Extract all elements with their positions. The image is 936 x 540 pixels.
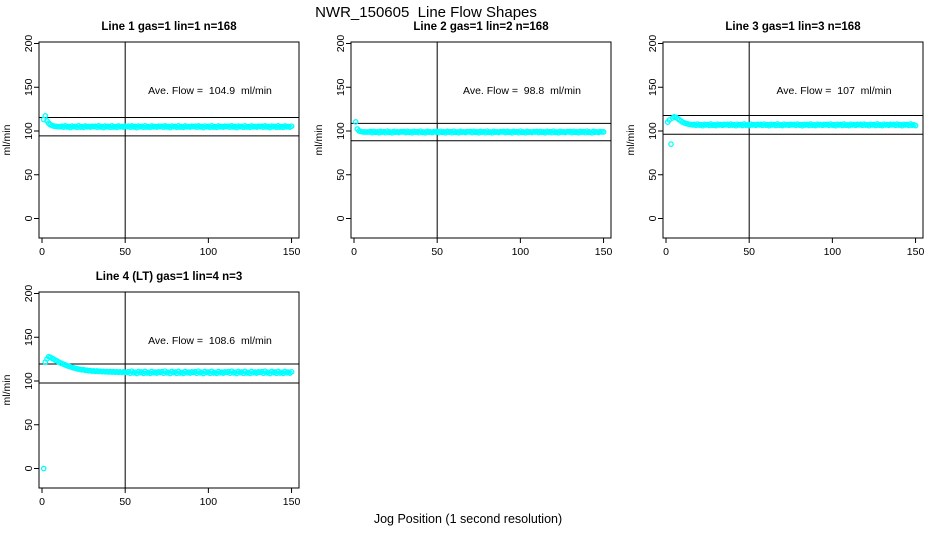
plot-box [350,41,612,239]
x-tick-label: 0 [351,246,357,258]
subplot-1-scatter-plot: 0 50 100 150 200 0 50 100 150 [23,35,301,258]
x-tick-label: 100 [512,246,530,258]
data-point [600,129,607,135]
y-tick-label: 200 [23,285,35,303]
x-tick-label: 50 [431,246,443,258]
y-tick-label: 0 [647,215,659,221]
y-tick-label: 50 [23,419,35,431]
subplot-4-title: Line 4 (LT) gas=1 lin=4 n=3 [95,271,243,283]
y-tick-label: 50 [647,169,659,181]
subplot-line-2: Line 2 gas=1 lin=2 n=168 Ave. Flow = 98.… [312,15,624,265]
data-point [42,113,49,119]
data-point [668,141,674,147]
plot-box [38,41,300,239]
y-tick-label: 200 [647,35,659,53]
y-tick-label: 200 [335,35,347,53]
subplot-line-4: Line 4 (LT) gas=1 lin=4 n=3 Ave. Flow = … [0,265,312,515]
subplot-3-scatter-plot: 0 50 100 150 200 0 50 100 150 [647,35,925,258]
x-tick-label: 150 [283,496,301,508]
x-tick-label: 0 [39,246,45,258]
data-point [352,119,359,125]
x-tick-label: 0 [663,246,669,258]
x-tick-label: 100 [824,246,842,258]
subplot-3-title: Line 3 gas=1 lin=3 n=168 [725,21,861,33]
data-point [288,368,295,375]
y-tick-label: 200 [23,35,35,53]
x-tick-label: 50 [119,246,131,258]
x-tick-label: 100 [200,496,218,508]
y-tick-label: 150 [23,78,35,96]
subplot-line-1: Line 1 gas=1 lin=1 n=168 Ave. Flow = 104… [0,15,312,265]
x-tick-label: 50 [119,496,131,508]
x-tick-label: 0 [39,496,45,508]
plot-box [38,291,300,489]
figure-title: NWR_150605 Line Flow Shapes [315,4,537,21]
subplot-2-title: Line 2 gas=1 lin=2 n=168 [413,21,549,33]
y-tick-label: 50 [23,169,35,181]
x-tick-label: 100 [200,246,218,258]
subplot-2-scatter-plot: 0 50 100 150 200 0 50 100 150 [335,35,613,258]
y-tick-label: 150 [335,78,347,96]
subplot-2-ave-flow-annotation: Ave. Flow = 98.8 ml/min [463,85,581,97]
plot-box [662,41,924,239]
y-tick-label: 0 [23,465,35,471]
y-tick-label: 100 [23,122,35,140]
y-tick-label: 100 [647,122,659,140]
subplot-4-ave-flow-annotation: Ave. Flow = 108.6 ml/min [148,335,272,347]
y-tick-label: 150 [647,78,659,96]
x-tick-label: 150 [907,246,925,258]
y-tick-label: 100 [23,372,35,390]
y-tick-label: 0 [335,215,347,221]
subplot-line-3: Line 3 gas=1 lin=3 n=168 Ave. Flow = 107… [624,15,936,265]
shared-x-axis-label: Jog Position (1 second resolution) [373,512,563,526]
x-tick-label: 150 [283,246,301,258]
y-tick-label: 50 [335,169,347,181]
x-tick-label: 50 [743,246,755,258]
subplot-1-title: Line 1 gas=1 lin=1 n=168 [101,21,237,33]
x-tick-label: 150 [595,246,613,258]
y-tick-label: 0 [23,215,35,221]
data-point [912,122,919,129]
subplot-3-ave-flow-annotation: Ave. Flow = 107 ml/min [776,85,892,97]
subplot-4-scatter-plot: 0 50 100 150 200 0 50 100 150 [23,285,301,508]
data-point [40,465,47,472]
subplot-1-ave-flow-annotation: Ave. Flow = 104.9 ml/min [148,85,272,97]
data-point [288,123,295,130]
y-tick-label: 150 [23,328,35,346]
y-tick-label: 100 [335,122,347,140]
